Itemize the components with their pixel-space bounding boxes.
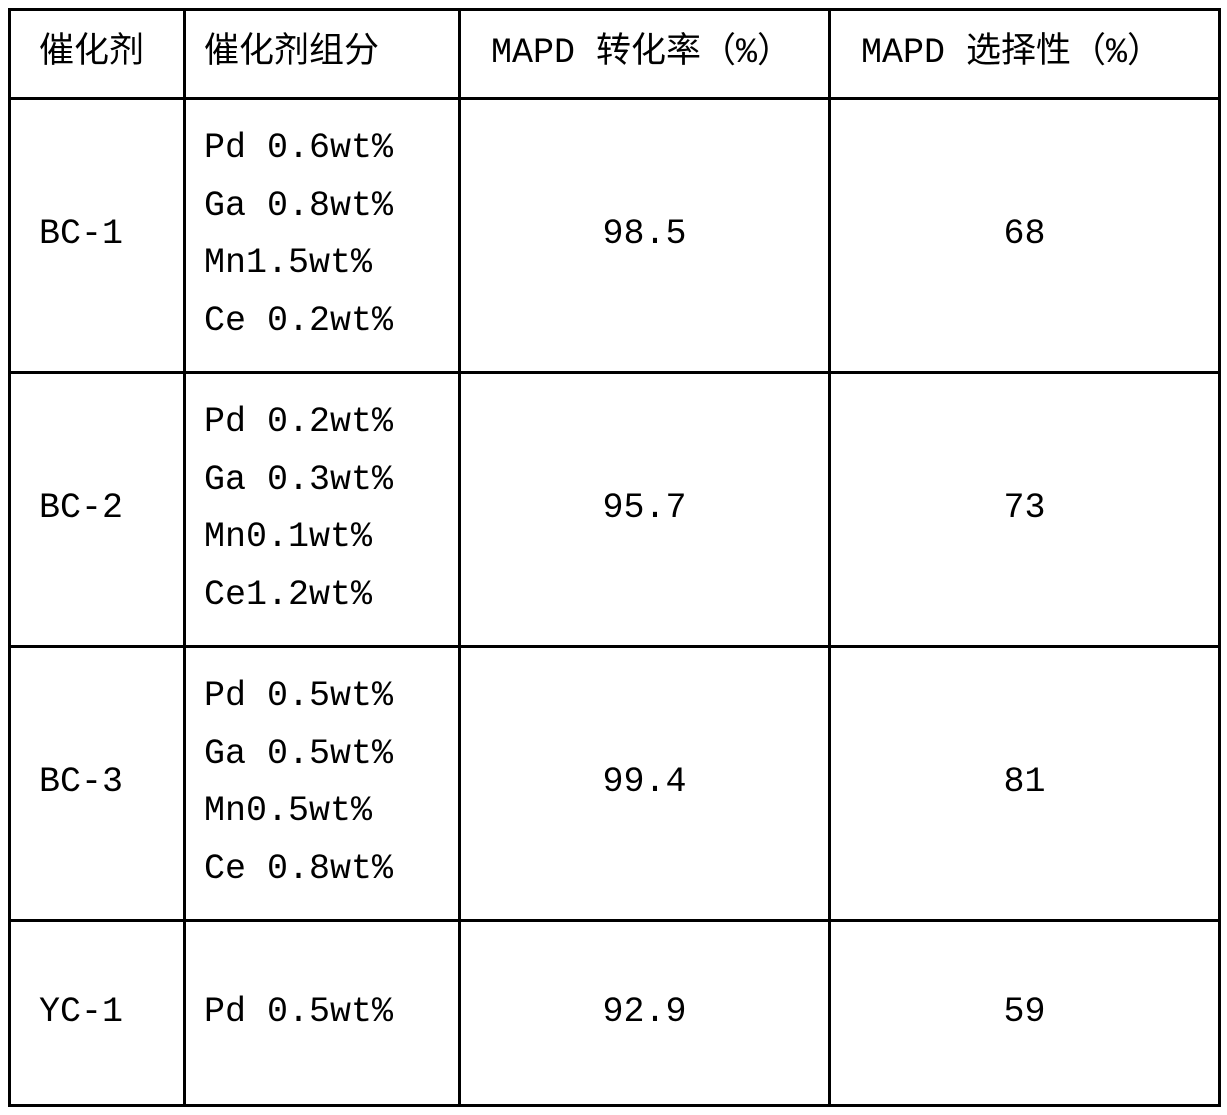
cell-selectivity: 59 — [830, 920, 1220, 1105]
cell-components: Pd 0.5wt% Ga 0.5wt% Mn0.5wt% Ce 0.8wt% — [185, 646, 460, 920]
table-row: BC-2 Pd 0.2wt% Ga 0.3wt% Mn0.1wt% Ce1.2w… — [10, 372, 1220, 646]
component-line: Ce1.2wt% — [204, 567, 440, 625]
cell-selectivity: 81 — [830, 646, 1220, 920]
table-row: BC-3 Pd 0.5wt% Ga 0.5wt% Mn0.5wt% Ce 0.8… — [10, 646, 1220, 920]
cell-selectivity: 73 — [830, 372, 1220, 646]
cell-catalyst: BC-3 — [10, 646, 185, 920]
cell-conversion: 92.9 — [460, 920, 830, 1105]
cell-catalyst: YC-1 — [10, 920, 185, 1105]
cell-components: Pd 0.2wt% Ga 0.3wt% Mn0.1wt% Ce1.2wt% — [185, 372, 460, 646]
header-catalyst: 催化剂 — [10, 10, 185, 99]
table-row: YC-1 Pd 0.5wt% 92.9 59 — [10, 920, 1220, 1105]
component-line: Ga 0.8wt% — [204, 178, 440, 236]
cell-conversion: 95.7 — [460, 372, 830, 646]
header-selectivity: MAPD 选择性（%） — [830, 10, 1220, 99]
component-line: Pd 0.5wt% — [204, 668, 440, 726]
component-line: Mn0.1wt% — [204, 509, 440, 567]
cell-selectivity: 68 — [830, 98, 1220, 372]
component-line: Pd 0.6wt% — [204, 120, 440, 178]
component-line: Mn0.5wt% — [204, 783, 440, 841]
component-line: Pd 0.2wt% — [204, 394, 440, 452]
cell-components: Pd 0.6wt% Ga 0.8wt% Mn1.5wt% Ce 0.2wt% — [185, 98, 460, 372]
component-line: Ga 0.5wt% — [204, 726, 440, 784]
component-line: Ga 0.3wt% — [204, 452, 440, 510]
cell-conversion: 99.4 — [460, 646, 830, 920]
cell-catalyst: BC-2 — [10, 372, 185, 646]
component-line: Ce 0.8wt% — [204, 841, 440, 899]
header-components: 催化剂组分 — [185, 10, 460, 99]
table-header-row: 催化剂 催化剂组分 MAPD 转化率（%） MAPD 选择性（%） — [10, 10, 1220, 99]
cell-conversion: 98.5 — [460, 98, 830, 372]
catalyst-table: 催化剂 催化剂组分 MAPD 转化率（%） MAPD 选择性（%） BC-1 P… — [8, 8, 1221, 1107]
component-line: Ce 0.2wt% — [204, 293, 440, 351]
component-line: Pd 0.5wt% — [204, 984, 440, 1042]
header-conversion: MAPD 转化率（%） — [460, 10, 830, 99]
table-row: BC-1 Pd 0.6wt% Ga 0.8wt% Mn1.5wt% Ce 0.2… — [10, 98, 1220, 372]
cell-components: Pd 0.5wt% — [185, 920, 460, 1105]
component-line: Mn1.5wt% — [204, 235, 440, 293]
cell-catalyst: BC-1 — [10, 98, 185, 372]
